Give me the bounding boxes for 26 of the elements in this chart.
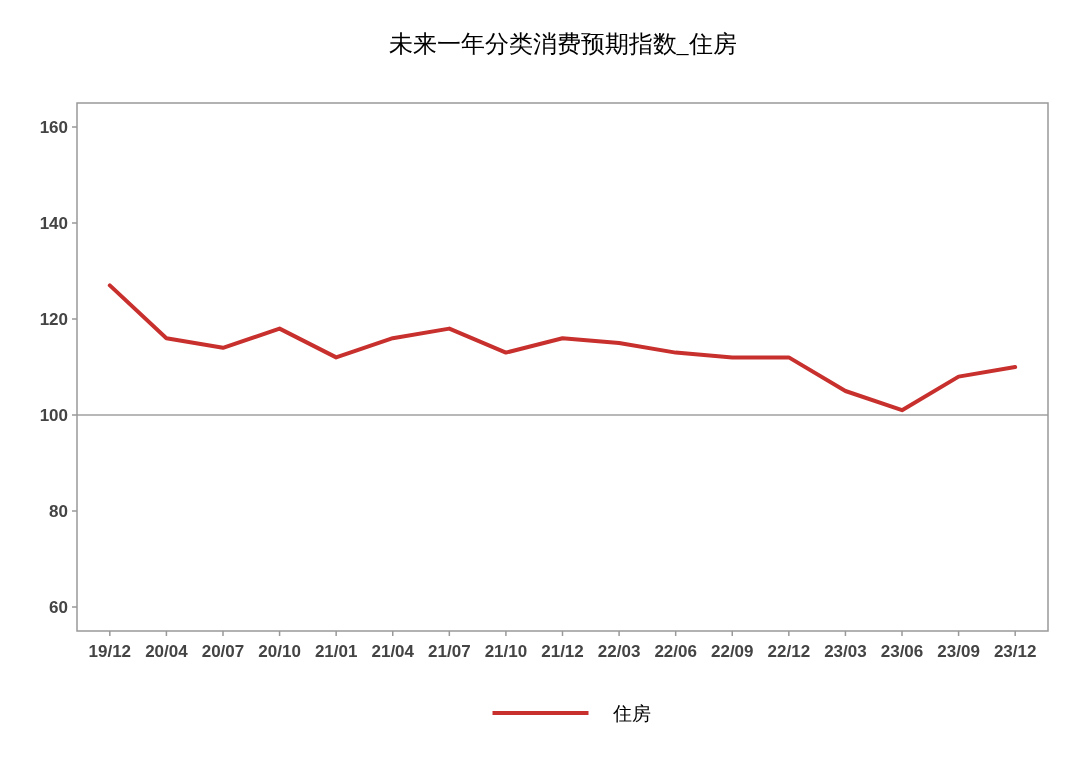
y-tick-label: 120 bbox=[39, 310, 68, 329]
y-tick-label: 60 bbox=[49, 598, 68, 617]
text: 住房 bbox=[611, 703, 651, 724]
y-tick-label: 100 bbox=[39, 406, 68, 425]
x-tick-label: 22/12 bbox=[767, 642, 811, 661]
x-tick-label: 19/12 bbox=[88, 642, 132, 661]
x-tick-label: 22/03 bbox=[597, 642, 641, 661]
x-tick-label: 21/12 bbox=[541, 642, 584, 661]
x-tick-label: 21/07 bbox=[428, 642, 471, 661]
x-tick-label: 22/06 bbox=[654, 642, 697, 661]
x-tick-label: 23/09 bbox=[937, 642, 980, 661]
y-tick-label: 80 bbox=[49, 502, 68, 521]
x-tick-label: 23/03 bbox=[824, 642, 867, 661]
x-tick-label: 20/04 bbox=[145, 642, 189, 661]
y-tick-label: 140 bbox=[39, 214, 68, 233]
x-tick-label: 23/12 bbox=[993, 642, 1037, 661]
x-tick-label: 20/10 bbox=[258, 642, 301, 661]
x-tick-label: 21/10 bbox=[484, 642, 528, 661]
x-tick-label: 21/01 bbox=[314, 642, 358, 661]
chart-title: 未来一年分类消费预期指数_住房 bbox=[388, 31, 737, 57]
line-series bbox=[107, 283, 1018, 413]
x-tick-label: 23/06 bbox=[880, 642, 924, 661]
y-tick-label: 160 bbox=[39, 118, 68, 137]
x-tick-label: 22/09 bbox=[710, 642, 754, 661]
x-tick-label: 20/07 bbox=[201, 642, 245, 661]
x-tick-label: 21/04 bbox=[371, 642, 415, 661]
